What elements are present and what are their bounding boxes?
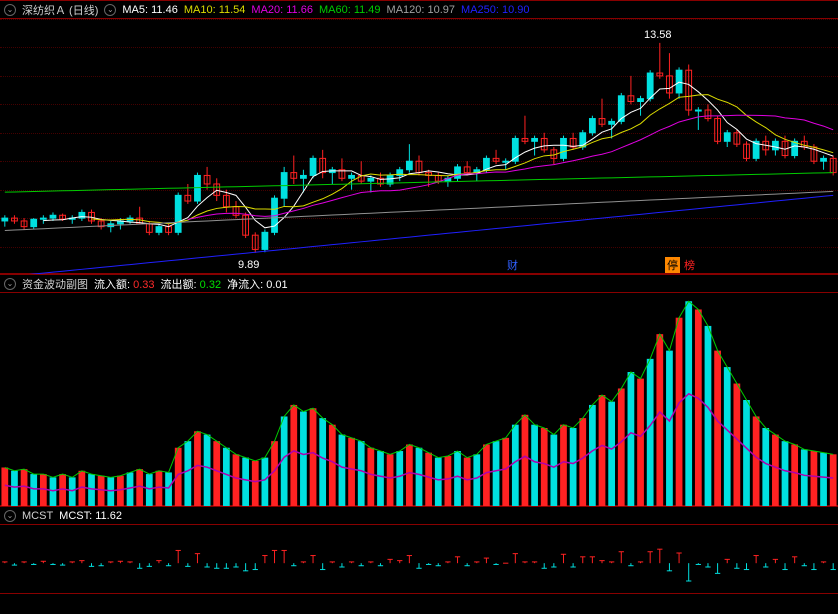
price-header: ⌄ 深纺织Ａ (日线) ⌄ MA5: 11.46 MA10: 11.54 MA20:… (0, 1, 838, 19)
fund-header: ⌄ 资金波动副图 流入额: 0.33 流出额: 0.32 净流入: 0.01 (0, 275, 838, 293)
ma-legend-item: MA250: 10.90 (461, 4, 530, 16)
collapse-icon[interactable]: ⌄ (4, 4, 16, 16)
panel2-title: 资金波动副图 (22, 276, 88, 292)
fund-flow-panel: ⌄ 资金波动副图 流入额: 0.33 流出额: 0.32 净流入: 0.01 (0, 274, 838, 506)
indicator-toggle-icon[interactable]: ⌄ (104, 4, 116, 16)
legend-item: MCST: 11.62 (59, 510, 122, 522)
panel3-title: MCST (22, 510, 53, 522)
ma-legend-item: MA10: 11.54 (184, 4, 246, 16)
panel2-legend: 流入额: 0.33 流出额: 0.32 净流入: 0.01 (94, 276, 294, 292)
ma-legend-item: MA20: 11.66 (251, 4, 313, 16)
mcst-chart[interactable] (0, 525, 838, 595)
mcst-header: ⌄ MCST MCST: 11.62 (0, 507, 838, 525)
fund-chart[interactable] (0, 293, 838, 507)
ma-legend-item: MA120: 10.97 (387, 4, 456, 16)
panel3-legend: MCST: 11.62 (59, 510, 128, 522)
event-tag[interactable]: 财 (505, 257, 520, 273)
collapse-icon[interactable]: ⌄ (4, 510, 16, 522)
mcst-panel: ⌄ MCST MCST: 11.62 (0, 506, 838, 594)
price-chart[interactable]: 13.589.89财停榜 (0, 19, 838, 275)
legend-item: 净流入: 0.01 (227, 279, 288, 291)
collapse-icon[interactable]: ⌄ (4, 278, 16, 290)
ma-legend: MA5: 11.46 MA10: 11.54 MA20: 11.66 MA60: 11… (122, 4, 535, 16)
ma-legend-item: MA5: 11.46 (122, 4, 177, 16)
ma-legend-item: MA60: 11.49 (319, 4, 381, 16)
event-tag[interactable]: 停 (665, 257, 680, 273)
chart-title: 深纺织Ａ (日线) (22, 2, 98, 18)
price-panel: ⌄ 深纺织Ａ (日线) ⌄ MA5: 11.46 MA10: 11.54 MA20:… (0, 0, 838, 274)
legend-item: 流入额: 0.33 (94, 279, 155, 291)
legend-item: 流出额: 0.32 (161, 279, 222, 291)
event-tag[interactable]: 榜 (682, 257, 697, 273)
